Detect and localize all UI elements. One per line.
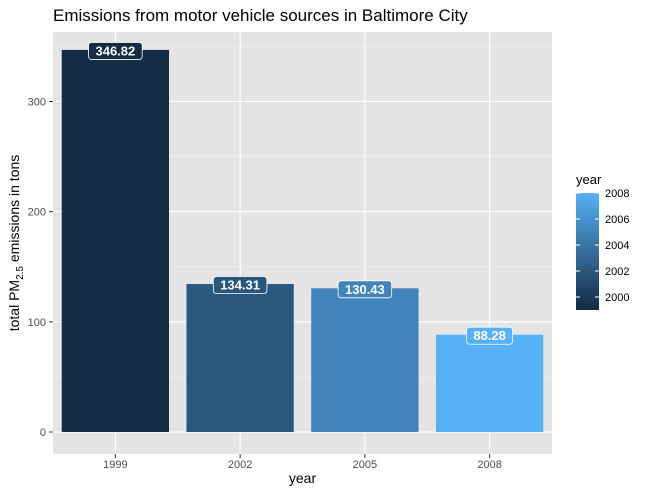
bar-1999 bbox=[61, 49, 170, 432]
y-tick-label: 200 bbox=[28, 207, 46, 219]
data-label-2002: 134.31 bbox=[212, 276, 268, 294]
legend-tick-label: 2004 bbox=[605, 240, 629, 252]
data-label-1999: 346.82 bbox=[88, 42, 143, 60]
y-axis-title: total PM2.5 emissions in tons bbox=[6, 155, 26, 332]
x-axis-title: year bbox=[289, 470, 317, 486]
legend-ticks: 2000 2002 2004 2006 2008 bbox=[576, 188, 629, 304]
bars bbox=[61, 49, 544, 432]
data-label-text: 134.31 bbox=[220, 278, 260, 293]
legend: year 2000 2002 2004 2006 2008 bbox=[576, 172, 629, 310]
data-label-2005: 130.43 bbox=[337, 280, 393, 299]
x-tick-label: 2005 bbox=[353, 459, 377, 471]
data-label-box bbox=[466, 326, 514, 345]
legend-tick-label: 2000 bbox=[605, 292, 629, 304]
data-label-text: 130.43 bbox=[345, 282, 385, 297]
y-axis-title-suffix: emissions in tons bbox=[6, 155, 22, 266]
x-tick-label: 2008 bbox=[477, 459, 501, 471]
data-label-text: 88.28 bbox=[473, 328, 506, 343]
data-label-box bbox=[212, 276, 268, 294]
data-label-box bbox=[337, 280, 393, 299]
y-axis-title-prefix: total PM bbox=[6, 280, 22, 331]
legend-tick-label: 2002 bbox=[605, 266, 629, 278]
legend-tick-label: 2006 bbox=[605, 214, 629, 226]
y-axis-title-subscript: 2.5 bbox=[15, 266, 26, 280]
x-axis-ticks: 1999 2002 2005 2008 bbox=[103, 454, 502, 471]
bar-labels: 346.82 134.31 130.43 88.28 bbox=[88, 42, 514, 345]
legend-tick-label: 2008 bbox=[605, 188, 629, 200]
data-label-box bbox=[88, 42, 143, 60]
legend-colorbar bbox=[576, 193, 599, 310]
y-tick-label: 0 bbox=[40, 427, 46, 439]
legend-title: year bbox=[576, 172, 602, 187]
data-label-text: 346.82 bbox=[95, 43, 135, 58]
bar-2005 bbox=[311, 288, 419, 432]
bar-2002 bbox=[186, 284, 294, 432]
chart-title: Emissions from motor vehicle sources in … bbox=[53, 6, 468, 25]
x-tick-label: 1999 bbox=[103, 459, 127, 471]
y-tick-label: 300 bbox=[28, 97, 46, 109]
x-tick-label: 2002 bbox=[228, 459, 252, 471]
y-axis-ticks: 0 100 200 300 bbox=[28, 97, 53, 439]
bar-2008 bbox=[435, 334, 544, 432]
y-tick-label: 100 bbox=[28, 317, 46, 329]
data-label-2008: 88.28 bbox=[466, 326, 514, 345]
